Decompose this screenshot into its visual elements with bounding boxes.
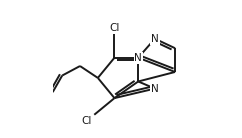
Text: N: N	[134, 53, 142, 63]
Text: N: N	[151, 84, 159, 94]
Text: Cl: Cl	[109, 23, 120, 33]
Text: N: N	[151, 34, 159, 44]
Text: Cl: Cl	[82, 116, 92, 126]
